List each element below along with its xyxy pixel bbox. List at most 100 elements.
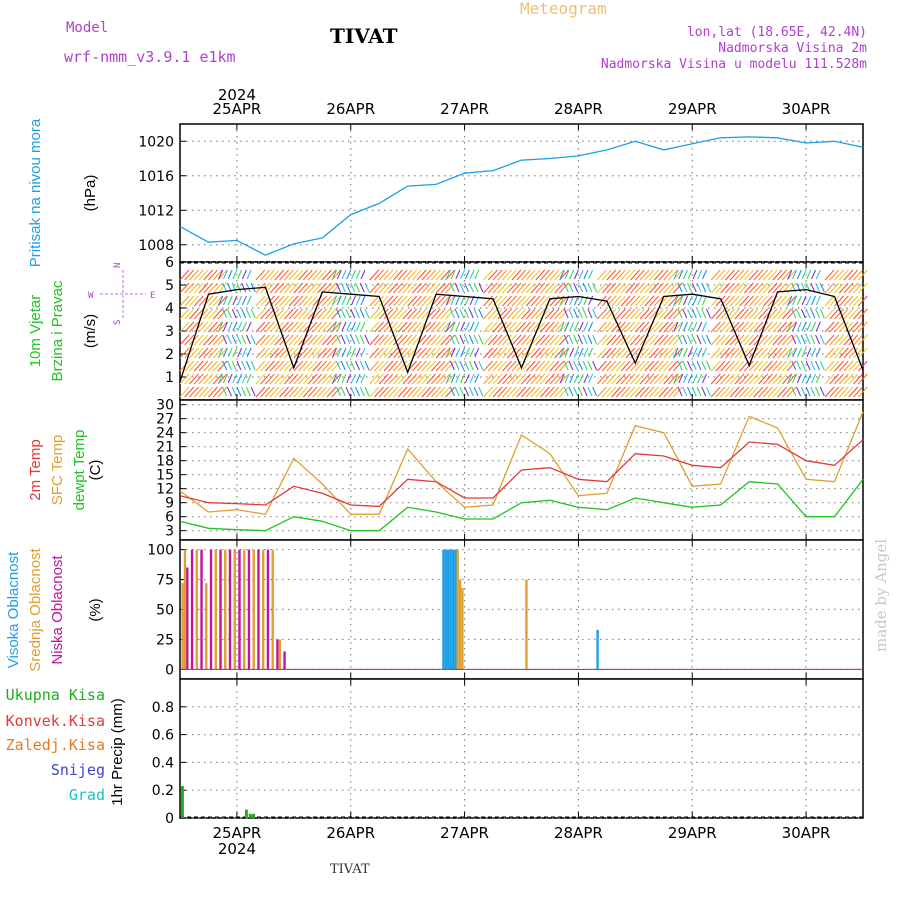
wind-barb (421, 373, 432, 385)
wind-barb (445, 373, 451, 384)
wind-barb (777, 334, 787, 346)
wind-barb (540, 347, 550, 359)
precip-legend-item: Snijeg (51, 761, 105, 779)
wind-barb (753, 386, 764, 398)
wind-barb (402, 295, 413, 307)
wind-barb (346, 347, 352, 358)
wind-barb (189, 347, 199, 359)
wind-barb (734, 334, 745, 346)
wind-barb (568, 360, 574, 371)
wind-barb (588, 347, 594, 358)
wind-barb (293, 308, 304, 320)
wind-barb (729, 373, 740, 385)
wind-barb (326, 308, 337, 320)
wind-barb (853, 308, 863, 320)
wind-barb (587, 334, 593, 345)
wind-barb (725, 321, 735, 333)
wind-barb (474, 269, 480, 280)
wind-barb (625, 269, 636, 281)
y-tick-label: 1012 (138, 203, 174, 219)
wind-barb (459, 360, 465, 371)
wind-barb (449, 360, 455, 371)
wind-barb (217, 334, 228, 346)
wind-barb (255, 295, 266, 307)
wind-barb (668, 269, 678, 281)
wind-barb (516, 321, 527, 333)
cloud-bar (252, 549, 255, 670)
wind-barb (658, 347, 669, 359)
wind-barb (302, 269, 313, 281)
wind-barb (464, 373, 470, 384)
wind-barb (274, 295, 285, 307)
wind-barb (772, 308, 783, 320)
wind-barb (824, 321, 835, 333)
wind-barb (341, 373, 347, 384)
wind-barb (563, 282, 569, 293)
wind-barb (573, 347, 579, 358)
wind-barb (673, 347, 679, 358)
wind-barb (853, 347, 863, 359)
wind-barb (658, 386, 669, 398)
wind-barb (212, 308, 223, 320)
wind-barb (232, 347, 238, 358)
wind-barb (431, 373, 441, 385)
wind-barb (378, 334, 389, 346)
wind-barb (473, 308, 479, 319)
y-tick-label: 75 (156, 573, 174, 589)
wind-barb (265, 308, 275, 320)
wind-barb (725, 295, 735, 307)
wind-barb (838, 373, 849, 385)
wind-barb (653, 282, 664, 294)
wind-barb (734, 282, 745, 294)
wind-barb (208, 321, 218, 333)
wind-barb (454, 308, 460, 319)
wind-barb (668, 386, 678, 398)
wind-barb (307, 373, 318, 385)
wind-barb (431, 347, 441, 359)
wind-barb (326, 269, 337, 281)
wind-barb (336, 360, 341, 371)
wind-barb (246, 269, 252, 280)
cloud-bar (456, 549, 459, 670)
wind-barb (634, 373, 645, 385)
wind-barb (848, 269, 859, 281)
wind-barb (440, 360, 451, 372)
wind-barb (506, 321, 517, 333)
wind-barb (274, 360, 285, 372)
wind-barb (767, 373, 778, 385)
wind-barb (351, 347, 356, 358)
wind-barb (838, 334, 849, 346)
model-label: Model (66, 20, 109, 36)
wind-barb (720, 360, 731, 372)
wind-barb (597, 373, 607, 385)
wind-barb (388, 347, 399, 359)
wind-barb (360, 269, 366, 280)
cloud-bar (233, 549, 236, 670)
wind-barb (563, 360, 569, 371)
wind-barb (431, 360, 441, 372)
wind-barb (573, 308, 579, 319)
wind-barb (502, 308, 512, 320)
wind-barb (729, 308, 740, 320)
wind-barb (245, 386, 251, 397)
wind-barb (341, 321, 347, 332)
wind-barb (729, 269, 740, 281)
cloud-bar (238, 549, 241, 670)
wind-barb (293, 269, 304, 281)
wind-barb (378, 347, 389, 359)
wind-barb (440, 347, 451, 359)
wind-barb (767, 269, 778, 281)
wind-barb (748, 321, 759, 333)
wind-barb (791, 386, 797, 397)
wind-barb (620, 321, 631, 333)
wind-barb (824, 308, 835, 320)
wind-barb (497, 295, 508, 307)
y-tick-label: 25 (156, 632, 174, 648)
wind-barb (720, 386, 731, 398)
wind-barb (853, 321, 863, 333)
wind-barb (810, 360, 816, 371)
wind-barb (360, 373, 366, 384)
wind-barb (236, 282, 242, 293)
wind-barb (634, 282, 645, 294)
wind-barb (307, 269, 318, 281)
